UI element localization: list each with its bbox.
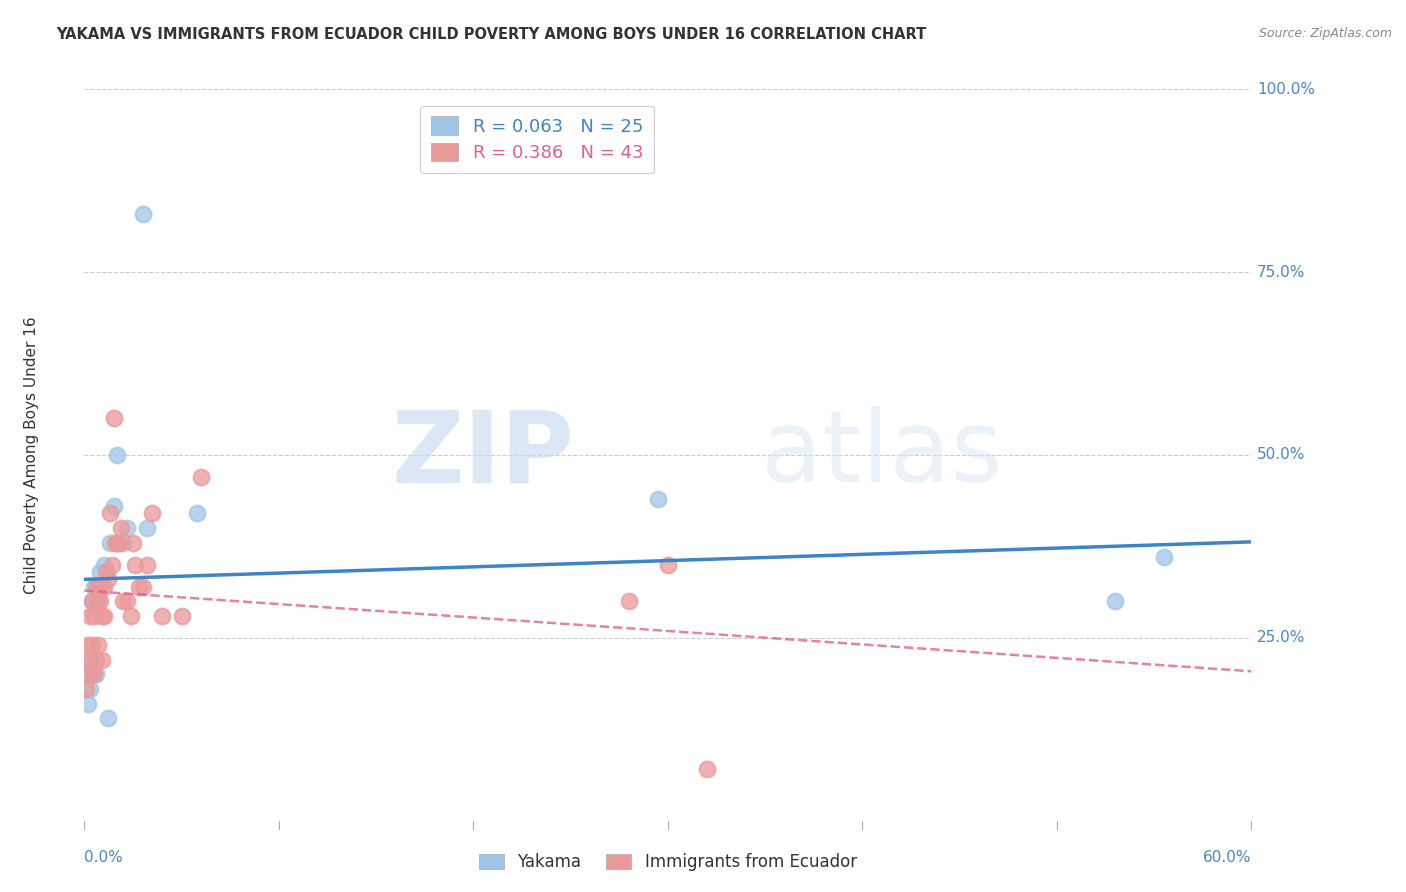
- Point: [83, 608, 105, 623]
- Point: [79, 653, 101, 667]
- Point: [98, 507, 121, 521]
- Point: [141, 507, 163, 521]
- Point: [112, 535, 135, 549]
- Point: [98, 535, 121, 549]
- Point: [122, 535, 145, 549]
- Point: [75, 681, 97, 696]
- Point: [79, 681, 101, 696]
- Text: 60.0%: 60.0%: [1204, 850, 1251, 865]
- Point: [90, 653, 112, 667]
- Text: 25.0%: 25.0%: [1257, 631, 1306, 645]
- Point: [93, 608, 115, 623]
- Point: [115, 594, 138, 608]
- Point: [132, 580, 155, 594]
- Point: [84, 580, 107, 594]
- Point: [135, 558, 157, 572]
- Point: [75, 667, 97, 681]
- Point: [104, 535, 127, 549]
- Point: [1153, 550, 1175, 565]
- Point: [97, 711, 120, 725]
- Point: [83, 580, 105, 594]
- Point: [115, 521, 138, 535]
- Point: [90, 608, 112, 623]
- Point: [100, 558, 122, 572]
- Point: [77, 638, 100, 652]
- Point: [77, 667, 100, 681]
- Point: [128, 580, 150, 594]
- Point: [647, 491, 669, 506]
- Point: [112, 594, 135, 608]
- Point: [87, 580, 110, 594]
- Point: [124, 558, 146, 572]
- Legend: Yakama, Immigrants from Ecuador: Yakama, Immigrants from Ecuador: [472, 847, 863, 878]
- Point: [107, 535, 129, 549]
- Point: [82, 594, 104, 608]
- Point: [186, 507, 208, 521]
- Text: Source: ZipAtlas.com: Source: ZipAtlas.com: [1258, 27, 1392, 40]
- Text: 50.0%: 50.0%: [1257, 448, 1306, 462]
- Text: 100.0%: 100.0%: [1257, 82, 1315, 96]
- Text: atlas: atlas: [761, 407, 1002, 503]
- Point: [120, 608, 142, 623]
- Point: [82, 638, 104, 652]
- Point: [170, 608, 193, 623]
- Point: [190, 470, 212, 484]
- Point: [87, 594, 110, 608]
- Point: [94, 565, 117, 579]
- Point: [84, 594, 107, 608]
- Point: [110, 521, 132, 535]
- Point: [132, 206, 155, 220]
- Point: [150, 608, 173, 623]
- Point: [103, 411, 125, 425]
- Point: [97, 572, 120, 586]
- Point: [89, 580, 111, 594]
- Text: 0.0%: 0.0%: [84, 850, 124, 865]
- Point: [135, 521, 157, 535]
- Point: [108, 535, 131, 549]
- Point: [90, 580, 112, 594]
- Text: ZIP: ZIP: [392, 407, 575, 503]
- Point: [1104, 594, 1126, 608]
- Point: [79, 608, 101, 623]
- Point: [84, 667, 107, 681]
- Point: [87, 638, 110, 652]
- Point: [79, 653, 101, 667]
- Text: 75.0%: 75.0%: [1257, 265, 1306, 279]
- Point: [82, 667, 104, 681]
- Point: [107, 448, 129, 462]
- Point: [696, 763, 718, 777]
- Text: YAKAMA VS IMMIGRANTS FROM ECUADOR CHILD POVERTY AMONG BOYS UNDER 16 CORRELATION : YAKAMA VS IMMIGRANTS FROM ECUADOR CHILD …: [56, 27, 927, 42]
- Point: [82, 594, 104, 608]
- Point: [657, 558, 679, 572]
- Point: [84, 653, 107, 667]
- Text: Child Poverty Among Boys Under 16: Child Poverty Among Boys Under 16: [24, 316, 39, 594]
- Point: [89, 565, 111, 579]
- Point: [103, 499, 125, 513]
- Point: [77, 697, 100, 711]
- Point: [83, 667, 105, 681]
- Point: [93, 558, 115, 572]
- Point: [617, 594, 640, 608]
- Point: [89, 594, 111, 608]
- Point: [93, 580, 115, 594]
